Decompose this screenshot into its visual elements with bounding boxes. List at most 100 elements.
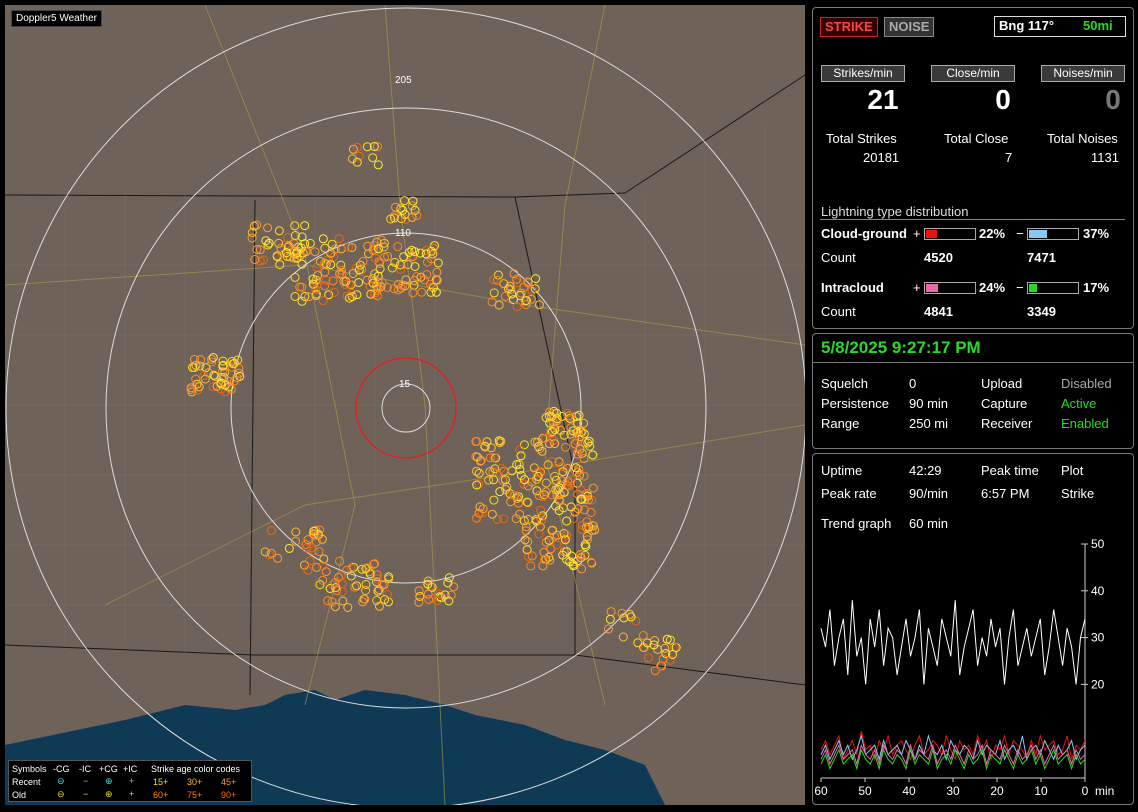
strike-marker [617,608,627,618]
lightning-map[interactable]: 205 110 15 Doppler5 Weather [5,5,805,805]
strike-marker [410,262,420,271]
strike-marker [408,196,418,206]
strike-marker [320,281,330,291]
strike-marker [544,552,554,562]
strike-marker [329,287,339,297]
strike-marker [554,506,564,516]
strike-marker [382,590,392,599]
persistence-value: 90 min [909,396,949,411]
legend-old-ic-minus-icon: − [83,789,89,799]
strike-marker [633,638,643,648]
ic-minus-bar [1027,282,1079,294]
persistence-label: Persistence [821,396,889,411]
trend-graph-label: Trend graph [821,516,892,531]
strike-marker [500,475,510,485]
strike-marker [536,505,546,515]
strike-marker [291,536,301,546]
bearing-value: Bng 117° [999,18,1055,33]
close-per-min-label: Close/min [931,65,1015,82]
strike-marker [330,578,340,588]
legend-old-cg-minus-icon: ⊖ [57,789,65,799]
trend-x-tick-label: 40 [902,784,916,798]
ic-plus-sign: + [913,280,921,295]
strike-marker [519,440,529,450]
strike-marker [399,252,409,262]
strike-marker [273,553,283,563]
strike-marker [347,288,357,298]
strike-marker [352,157,362,167]
strike-marker [370,559,380,569]
strike-marker [485,467,495,477]
strike-marker [440,590,450,600]
strike-marker [387,263,397,273]
strike-marker [472,480,482,490]
strike-marker [509,490,519,500]
strikes-per-min-label: Strikes/min [821,65,905,82]
strike-marker [574,425,584,435]
trend-graph-value: 60 min [909,516,949,531]
strike-marker [260,547,270,557]
capture-label: Capture [981,396,1028,411]
strike-marker [551,475,561,485]
strike-button[interactable]: STRIKE [820,17,878,37]
ic-label: Intracloud [821,280,884,295]
trend-x-tick-label: 20 [990,784,1004,798]
strike-marker [393,242,403,252]
strike-marker [358,256,368,266]
strike-marker [495,487,505,497]
strike-marker [410,247,420,257]
strike-marker [526,294,536,304]
strike-marker [320,243,330,253]
peak-time-value: 6:57 PM [981,486,1030,501]
strike-marker [290,292,300,301]
capture-value: Active [1061,396,1097,411]
total-close-label: Total Close [944,131,1009,146]
strike-marker [545,407,555,417]
strike-marker [267,526,276,535]
receiver-value: Enabled [1061,416,1109,431]
legend-col-cg-minus: -CG [53,764,70,774]
strike-marker [574,464,584,474]
cg-plus-count: 4520 [924,250,953,265]
strikes-per-min-value: 21 [867,84,899,115]
strike-marker [504,284,513,294]
strike-marker [512,278,522,287]
strike-marker [535,522,545,532]
strike-marker [369,241,379,250]
strike-marker [576,485,586,495]
strike-marker [338,596,348,606]
strike-marker [366,289,376,299]
peak-rate-label: Peak rate [821,486,877,501]
strike-marker [665,655,675,665]
strike-stats-panel: STRIKE NOISE Bng 117° 50mi Strikes/min C… [812,7,1134,329]
strike-marker [502,482,512,492]
noise-button[interactable]: NOISE [884,17,935,37]
strike-marker [499,466,509,476]
strike-marker [284,543,294,553]
strike-marker [352,290,362,300]
strike-marker [519,516,529,526]
strike-marker [582,535,592,545]
squelch-value: 0 [909,376,917,391]
legend-old-ic-plus-icon: + [129,789,135,799]
squelch-label: Squelch [821,376,868,391]
strike-marker [534,300,544,310]
strike-marker [199,371,209,381]
strike-marker [564,411,574,421]
strike-marker [327,597,337,607]
strike-marker [318,561,328,571]
strike-marker [565,481,574,491]
strike-marker [550,471,560,481]
legend-age-45: 45+ [221,777,237,787]
strike-marker [509,269,519,279]
strike-marker [401,275,411,285]
strike-marker [391,202,400,212]
strike-marker [361,580,371,589]
legend-age-header: Strike age color codes [151,764,241,774]
strike-marker [263,223,273,233]
strike-marker [649,640,659,650]
strike-marker [514,460,524,469]
strike-marker [221,379,231,389]
strike-marker [384,574,394,584]
strike-marker [473,452,482,462]
